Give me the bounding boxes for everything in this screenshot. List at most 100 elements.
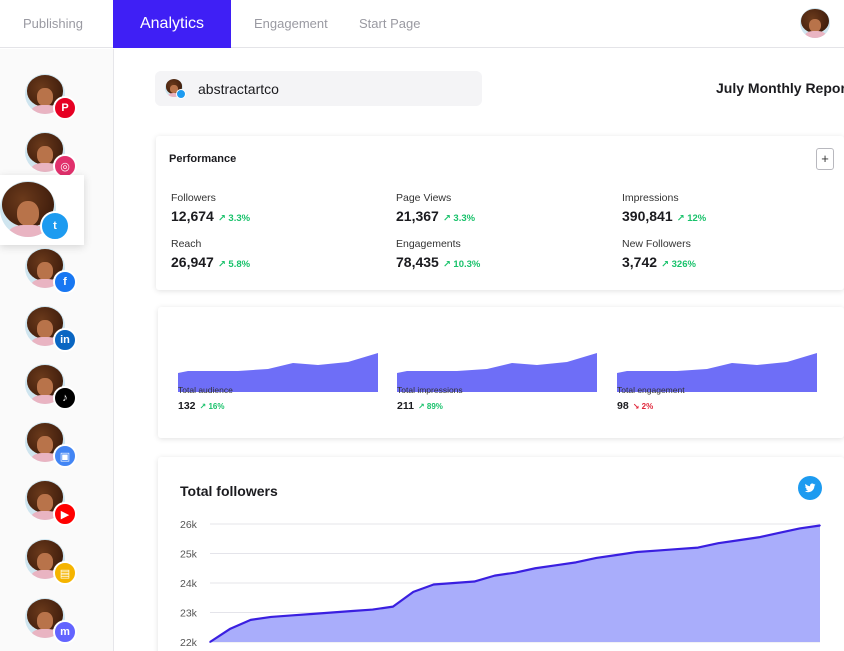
metric-followers: Followers 12,674 ↗ 3.3% xyxy=(171,192,250,224)
top-nav: Publishing Analytics Engagement Start Pa… xyxy=(0,0,844,48)
sidebar-account-mastodon[interactable]: m xyxy=(25,598,77,644)
sidebar-account-linkedin[interactable]: in xyxy=(25,306,77,352)
metric-value: 3,742 ↗ 326% xyxy=(622,254,696,270)
y-tick-label: 23k xyxy=(180,608,198,620)
sidebar-account-tiktok[interactable]: ♪ xyxy=(25,364,77,410)
sidebar-account-pinterest[interactable]: P xyxy=(25,74,77,120)
user-avatar[interactable] xyxy=(800,8,830,38)
performance-card: Performance + Followers 12,674 ↗ 3.3% Page … xyxy=(156,136,844,290)
metric-label: Impressions xyxy=(622,192,679,204)
sidebar: P ◎ t f in ♪ ▣ ▶ ▤ m xyxy=(0,49,114,651)
summary-total-engagement: Total engagement 98 ↘ 2% xyxy=(617,307,822,438)
data-point xyxy=(697,546,699,549)
tiktok-icon: ♪ xyxy=(53,386,77,410)
data-point xyxy=(798,527,801,530)
summary-label: Total audience xyxy=(178,385,233,395)
sparkline xyxy=(397,353,597,392)
data-point xyxy=(412,591,415,593)
metric-change: ↗ 12% xyxy=(676,213,707,224)
total-followers-card: Total followers 26k 25k 24k 23k 22k xyxy=(158,457,844,651)
metric-value: 390,841 ↗ 12% xyxy=(622,208,707,224)
data-point xyxy=(432,583,435,586)
google-business-icon: ▣ xyxy=(53,444,77,468)
y-tick-label: 26k xyxy=(180,519,198,531)
metric-change: ↗ 326% xyxy=(661,259,696,270)
y-tick-label: 22k xyxy=(180,637,198,649)
data-point xyxy=(392,605,394,608)
linkedin-icon: in xyxy=(53,328,77,352)
metric-change: ↗ 3.3% xyxy=(217,213,251,224)
metric-page-views: Page Views 21,367 ↗ 3.3% xyxy=(396,192,475,224)
account-name: abstractartco xyxy=(198,81,279,97)
instagram-icon: ◎ xyxy=(53,154,77,178)
data-point xyxy=(656,549,659,552)
data-point xyxy=(615,554,618,556)
sidebar-account-facebook[interactable]: f xyxy=(25,248,77,294)
data-point xyxy=(595,557,598,559)
metric-engagements: Engagements 78,435 ↗ 10.3% xyxy=(396,238,480,270)
data-point xyxy=(209,641,211,643)
sidebar-account-youtube[interactable]: ▶ xyxy=(25,480,77,526)
metric-new-followers: New Followers 3,742 ↗ 326% xyxy=(622,238,696,270)
y-tick-label: 24k xyxy=(180,578,198,590)
summary-value: 98 ↘ 2% xyxy=(617,400,654,412)
data-point xyxy=(636,551,638,553)
facebook-icon: f xyxy=(53,270,77,294)
summary-change: ↗ 89% xyxy=(417,402,443,411)
data-point xyxy=(819,524,821,527)
metric-change: ↗ 3.3% xyxy=(442,213,476,224)
metric-label: Followers xyxy=(171,192,216,204)
data-point xyxy=(290,614,293,617)
metric-reach: Reach 26,947 ↗ 5.8% xyxy=(171,238,250,270)
data-point xyxy=(758,536,760,539)
data-point xyxy=(575,561,577,564)
twitter-icon xyxy=(798,476,822,500)
data-point xyxy=(229,627,232,630)
data-point xyxy=(249,619,252,621)
sidebar-account-instagram[interactable]: ◎ xyxy=(25,132,77,178)
data-point xyxy=(331,611,333,614)
data-point xyxy=(493,574,496,577)
data-point xyxy=(717,542,720,544)
summary-total-audience: Total audience 132 ↗ 16% xyxy=(178,307,383,438)
twitter-icon: t xyxy=(40,211,70,241)
twitter-icon xyxy=(176,89,186,99)
account-selector[interactable]: abstractartco xyxy=(155,71,482,106)
metric-value: 78,435 ↗ 10.3% xyxy=(396,254,481,270)
tab-publishing[interactable]: Publishing xyxy=(23,16,83,31)
summary-total-impressions: Total impressions 211 ↗ 89% xyxy=(397,307,602,438)
tab-analytics[interactable]: Analytics xyxy=(113,0,231,48)
data-point xyxy=(554,564,557,567)
y-tick-label: 25k xyxy=(180,549,198,561)
summary-change: ↗ 16% xyxy=(199,402,225,411)
summary-change: ↘ 2% xyxy=(632,402,654,411)
sidebar-account-start-page[interactable]: ▤ xyxy=(25,539,77,585)
account-avatar xyxy=(25,74,65,114)
tab-engagement[interactable]: Engagement xyxy=(254,16,328,31)
data-point xyxy=(351,610,354,612)
report-title: July Monthly Report xyxy=(716,80,844,96)
followers-chart: 26k 25k 24k 23k 22k xyxy=(180,519,821,649)
tab-start-page[interactable]: Start Page xyxy=(359,16,421,31)
chart-title: Total followers xyxy=(180,483,278,499)
data-point xyxy=(534,567,537,570)
start-page-icon: ▤ xyxy=(53,561,77,585)
followers-area xyxy=(210,525,820,642)
summary-value: 211 ↗ 89% xyxy=(397,400,443,412)
summary-label: Total impressions xyxy=(397,385,463,395)
metric-label: Reach xyxy=(171,238,202,250)
data-point xyxy=(473,580,476,583)
data-point xyxy=(514,571,516,574)
data-point xyxy=(371,608,374,611)
data-point xyxy=(310,613,313,615)
sidebar-account-twitter[interactable]: t xyxy=(0,175,84,245)
metric-impressions: Impressions 390,841 ↗ 12% xyxy=(622,192,706,224)
sparkline xyxy=(617,353,817,392)
data-point xyxy=(737,539,740,542)
add-metric-button[interactable]: + xyxy=(816,148,834,170)
account-avatar xyxy=(25,364,65,404)
sidebar-account-google-business[interactable]: ▣ xyxy=(25,422,77,468)
metric-change: ↗ 5.8% xyxy=(217,259,251,270)
summary-card: Total audience 132 ↗ 16% Total impressions 2… xyxy=(158,307,844,438)
data-point xyxy=(453,582,455,584)
